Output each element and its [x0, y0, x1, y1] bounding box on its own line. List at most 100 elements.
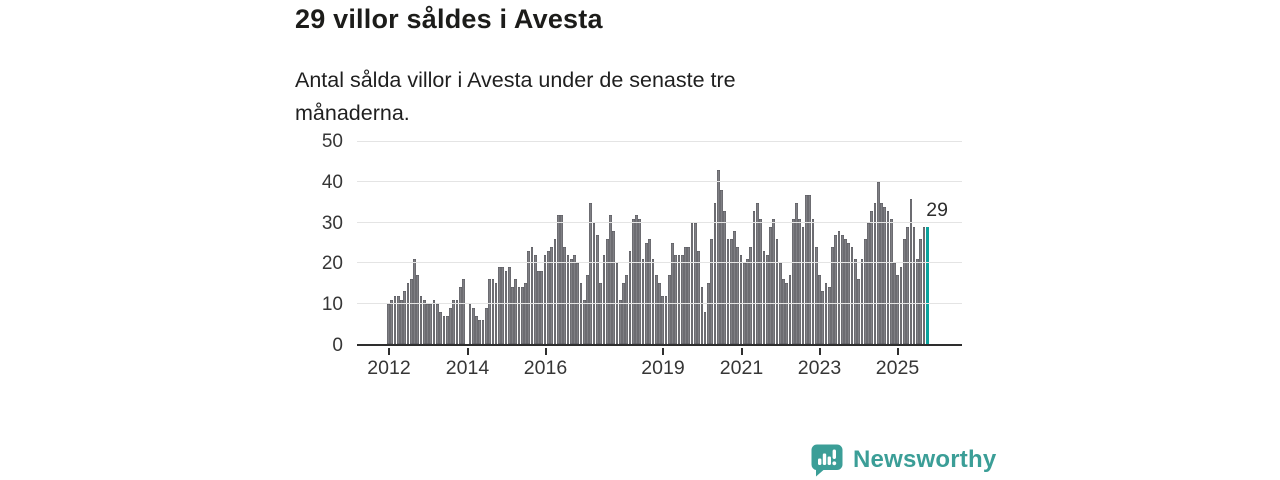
bar [553, 238, 557, 344]
bar [390, 299, 393, 344]
bar [439, 311, 442, 344]
bar [710, 238, 714, 344]
bar [680, 255, 684, 344]
bar [684, 247, 687, 344]
bar [664, 295, 668, 344]
bar [622, 283, 625, 344]
x-tick [662, 348, 664, 355]
bar [759, 218, 762, 344]
bar [435, 303, 439, 344]
bar [514, 279, 518, 344]
bar [462, 279, 465, 344]
bar [498, 267, 501, 344]
bar [540, 271, 544, 344]
bar [831, 247, 834, 344]
bar [573, 255, 576, 344]
bar [481, 319, 485, 344]
bar [687, 247, 691, 344]
bar [805, 194, 808, 344]
bar [818, 275, 821, 344]
bar [393, 295, 397, 344]
bar [471, 307, 475, 344]
x-tick [466, 348, 469, 355]
bar [406, 283, 410, 344]
bar [765, 255, 769, 344]
gridline [357, 221, 962, 223]
bar [798, 218, 802, 344]
bar [458, 287, 462, 344]
chart-title: 29 villor såldes i Avesta [295, 4, 603, 34]
bar [488, 279, 491, 344]
bar [618, 299, 622, 344]
bar [432, 299, 436, 344]
bar [409, 279, 413, 344]
bar [889, 218, 893, 344]
bar [560, 214, 563, 344]
bar [837, 230, 841, 344]
bar [785, 283, 789, 344]
bar [547, 251, 550, 344]
bar [693, 222, 697, 344]
bar [445, 315, 449, 344]
bar [524, 283, 527, 344]
bar [867, 222, 870, 344]
bar [569, 259, 573, 344]
bar [644, 243, 648, 344]
bar [527, 251, 531, 344]
bar [609, 214, 612, 344]
bar [886, 210, 890, 344]
bar [756, 202, 759, 344]
newsworthy-logo-link[interactable]: Newsworthy [810, 443, 996, 477]
bar [824, 283, 828, 344]
bar [919, 238, 923, 344]
bar [749, 247, 753, 344]
bar [697, 251, 700, 344]
bar [729, 238, 733, 344]
bar [795, 202, 798, 344]
bar [661, 295, 665, 344]
bar [713, 202, 717, 344]
bar [429, 303, 433, 344]
bar [494, 283, 498, 344]
bar [847, 243, 851, 344]
chart-subtitle: Antal sålda villor i Avesta under de sen… [295, 68, 736, 125]
bar [716, 170, 720, 344]
bar [814, 247, 818, 344]
x-tick-label: 2023 [797, 357, 842, 379]
bar [475, 315, 478, 344]
bar [720, 190, 723, 344]
bar [782, 279, 785, 344]
bar [726, 238, 730, 344]
bar [801, 226, 805, 344]
bar [635, 214, 638, 344]
bar [834, 234, 838, 344]
bar [916, 259, 919, 344]
bar [870, 210, 874, 344]
bar [491, 279, 495, 344]
bar [537, 271, 540, 344]
bar [700, 287, 704, 344]
bar [478, 319, 482, 344]
bar [504, 271, 508, 344]
bar [654, 275, 658, 344]
bar [501, 267, 505, 344]
y-tick-label: 10 [321, 294, 343, 316]
bar [880, 202, 883, 344]
bar [863, 238, 867, 344]
gridline [357, 181, 962, 183]
y-tick-label: 20 [321, 253, 343, 275]
bar [530, 247, 534, 344]
bar [746, 259, 749, 344]
bar [586, 275, 589, 344]
bar [599, 283, 602, 344]
bar [857, 279, 860, 344]
bar [550, 247, 553, 344]
bar [400, 299, 403, 344]
bar [733, 230, 736, 344]
bar [582, 299, 586, 344]
y-tick-label: 40 [321, 171, 343, 193]
bar [507, 267, 511, 344]
bar [811, 218, 815, 344]
plot-area: 29 [357, 141, 962, 346]
bar [912, 226, 916, 344]
